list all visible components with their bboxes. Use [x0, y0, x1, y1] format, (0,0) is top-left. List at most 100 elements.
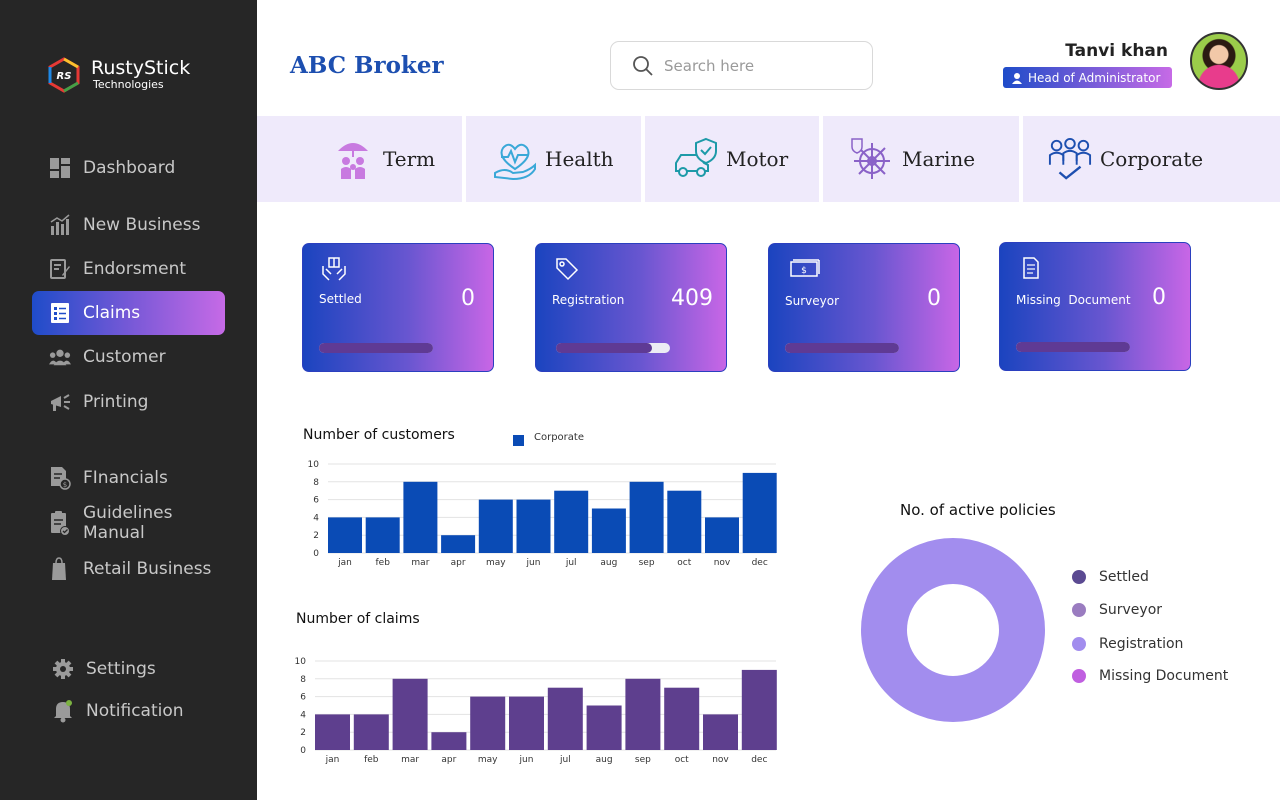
stat-card-surveyor[interactable]: $ Surveyor 0 [768, 243, 960, 372]
claims-bar-chart: 0 2 4 6 8 10 jan feb mar apr may jun jul aug sep oct nov… [295, 657, 777, 765]
search-icon [632, 55, 654, 77]
user-role-badge: Head of Administrator [1003, 67, 1172, 88]
sidebar-item-label: Printing [83, 392, 149, 412]
bar-jun [509, 696, 544, 750]
bar-apr [441, 535, 476, 553]
sidebar-item-label: Claims [83, 303, 141, 323]
category-marine[interactable]: Marine [823, 116, 1023, 202]
tag-icon [554, 256, 580, 282]
bar-oct [664, 687, 700, 750]
x-tick-label: nov [714, 558, 731, 568]
stat-progress-fill [1016, 342, 1130, 352]
customers-bar-chart: 0 2 4 6 8 10 jan feb mar apr may jun jul aug sep oct nov… [308, 460, 777, 568]
legend-dot-missing-document [1072, 669, 1086, 683]
legend-label: Registration [1099, 636, 1184, 652]
category-label: Term [383, 147, 436, 171]
category-label: Health [545, 147, 614, 171]
bar-jun [516, 499, 551, 553]
x-tick-label: mar [401, 755, 419, 765]
ship-wheel-icon [850, 137, 894, 181]
stat-value: 0 [1152, 285, 1166, 310]
x-tick-label: jan [337, 558, 352, 568]
sidebar-item-retail-business[interactable]: Retail Business [32, 547, 225, 591]
sidebar-item-notification[interactable]: Notification [35, 689, 228, 733]
bar-sep [629, 481, 664, 553]
y-tick-label: 4 [300, 710, 306, 720]
stat-card-settled[interactable]: Settled 0 [302, 243, 494, 372]
clipboard-check-icon [49, 511, 71, 536]
bar-jan [328, 517, 362, 553]
category-health[interactable]: Health [466, 116, 645, 202]
avatar[interactable] [1190, 32, 1248, 90]
bar-nov [705, 517, 739, 553]
logo[interactable]: RS RustyStick Technologies [45, 56, 190, 94]
legend-dot-settled [1072, 570, 1086, 584]
stat-value: 0 [927, 286, 941, 311]
stat-progress-fill [319, 343, 433, 353]
bar-aug [591, 508, 626, 553]
sidebar-item-settings[interactable]: Settings [35, 647, 228, 691]
legend-settled: Settled [1072, 569, 1149, 585]
category-motor[interactable]: Motor [645, 116, 823, 202]
y-tick-label: 0 [313, 549, 319, 559]
user-badge-icon [1011, 72, 1023, 84]
stat-card-registration[interactable]: Registration 409 [535, 243, 727, 372]
stat-progress-fill [556, 343, 652, 353]
category-bar: Term Health Motor Marine Corporate [257, 116, 1280, 202]
y-tick-label: 8 [300, 675, 306, 685]
y-tick-label: 6 [300, 693, 306, 703]
bar-dec [742, 472, 777, 553]
sidebar-item-dashboard[interactable]: Dashboard [32, 146, 225, 190]
brand-title: ABC Broker [290, 52, 444, 79]
sidebar-item-label: Notification [86, 701, 184, 721]
sidebar-item-label: New Business [83, 215, 201, 235]
sidebar-item-customer[interactable]: Customer [32, 335, 225, 379]
sidebar-item-printing[interactable]: Printing [32, 380, 225, 424]
user-role-text: Head of Administrator [1028, 70, 1161, 85]
bar-apr [431, 732, 467, 750]
stat-progress-track [319, 343, 433, 353]
sidebar-item-guidelines-manual[interactable]: Guidelines Manual [32, 501, 225, 545]
sidebar-item-claims[interactable]: Claims [32, 291, 225, 335]
x-tick-label: apr [441, 755, 456, 765]
sidebar-item-label: Guidelines Manual [83, 503, 173, 543]
x-tick-label: dec [752, 558, 768, 568]
stat-value: 0 [461, 286, 475, 311]
stat-label: Missing Document [1016, 293, 1131, 307]
active-policies-donut [861, 538, 1045, 722]
legend-dot-registration [1072, 637, 1086, 651]
y-tick-label: 0 [300, 746, 306, 756]
sidebar-item-label: Dashboard [83, 158, 176, 178]
sidebar-item-new-business[interactable]: New Business [32, 203, 225, 247]
sidebar: RS RustyStick Technologies Dashboard New… [0, 0, 257, 800]
y-tick-label: 10 [295, 657, 307, 667]
stat-progress-track [556, 343, 670, 353]
category-term[interactable]: Term [257, 116, 466, 202]
car-shield-icon [674, 137, 718, 181]
y-tick-label: 2 [313, 531, 319, 541]
sidebar-item-label: Endorsment [83, 259, 187, 279]
hands-box-icon [321, 256, 347, 282]
x-tick-label: nov [712, 755, 729, 765]
stat-card-missing-document[interactable]: Missing Document 0 [999, 242, 1191, 371]
bar-jan [315, 714, 350, 750]
stat-label: Settled [319, 292, 362, 306]
sidebar-item-financials[interactable]: $ FInancials [32, 456, 225, 500]
legend-label: Surveyor [1099, 602, 1163, 618]
y-tick-label: 6 [313, 496, 319, 506]
x-tick-label: dec [751, 755, 767, 765]
x-tick-label: feb [364, 755, 379, 765]
bar-oct [667, 490, 702, 553]
sidebar-item-endorsment[interactable]: Endorsment [32, 247, 225, 291]
document-icon [1018, 255, 1044, 281]
rustystick-logo-icon: RS [45, 56, 83, 94]
x-tick-label: jan [325, 755, 340, 765]
search-box[interactable] [610, 41, 873, 90]
category-corporate[interactable]: Corporate [1023, 116, 1280, 202]
x-tick-label: aug [596, 755, 613, 765]
bar-feb [365, 517, 400, 553]
search-input[interactable] [664, 56, 844, 75]
bar-mar [392, 678, 428, 750]
shopping-bag-icon [49, 557, 71, 580]
y-tick-label: 10 [308, 460, 320, 470]
